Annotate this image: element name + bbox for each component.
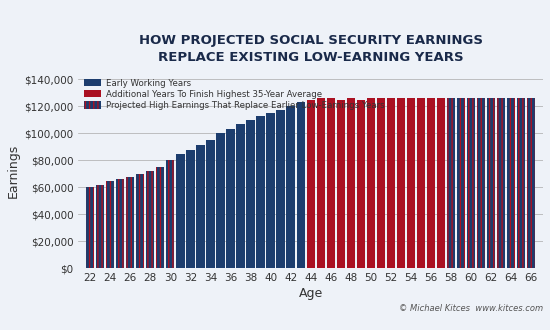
- Bar: [136, 174, 145, 268]
- Bar: [467, 98, 475, 268]
- Bar: [126, 177, 134, 268]
- Bar: [457, 98, 465, 268]
- Bar: [96, 184, 104, 268]
- Bar: [166, 160, 174, 268]
- Text: © Michael Kitces  www.kitces.com: © Michael Kitces www.kitces.com: [399, 304, 543, 313]
- Bar: [367, 98, 375, 268]
- Bar: [106, 181, 114, 268]
- Bar: [106, 181, 114, 268]
- Bar: [487, 98, 495, 268]
- Bar: [166, 160, 174, 268]
- Bar: [527, 98, 535, 268]
- Bar: [497, 98, 505, 268]
- Bar: [177, 153, 184, 268]
- Bar: [507, 98, 515, 268]
- Bar: [96, 184, 104, 268]
- Bar: [186, 149, 195, 268]
- Bar: [146, 171, 155, 268]
- Bar: [377, 98, 385, 268]
- Bar: [346, 98, 355, 268]
- Bar: [327, 98, 335, 268]
- Bar: [477, 98, 485, 268]
- Bar: [447, 98, 455, 268]
- Bar: [116, 179, 124, 268]
- Bar: [356, 100, 365, 268]
- Bar: [477, 98, 485, 268]
- Legend: Early Working Years, Additional Years To Finish Highest 35-Year Average, Project: Early Working Years, Additional Years To…: [82, 77, 386, 112]
- Bar: [406, 98, 415, 268]
- Bar: [487, 98, 495, 268]
- Bar: [156, 167, 164, 268]
- Bar: [527, 98, 535, 268]
- Title: HOW PROJECTED SOCIAL SECURITY EARNINGS
REPLACE EXISTING LOW-EARNING YEARS: HOW PROJECTED SOCIAL SECURITY EARNINGS R…: [139, 35, 483, 64]
- Bar: [227, 129, 235, 268]
- Bar: [437, 98, 445, 268]
- Bar: [196, 146, 205, 268]
- Bar: [246, 120, 255, 268]
- Y-axis label: Earnings: Earnings: [7, 143, 20, 198]
- Bar: [457, 98, 465, 268]
- Bar: [296, 102, 305, 268]
- Bar: [136, 174, 145, 268]
- Bar: [387, 98, 395, 268]
- Bar: [216, 133, 224, 268]
- Bar: [116, 179, 124, 268]
- Bar: [146, 171, 155, 268]
- Bar: [497, 98, 505, 268]
- Bar: [266, 113, 274, 268]
- Bar: [256, 116, 265, 268]
- Bar: [517, 98, 525, 268]
- Bar: [467, 98, 475, 268]
- Bar: [397, 98, 405, 268]
- Bar: [306, 100, 315, 268]
- Bar: [447, 98, 455, 268]
- Bar: [126, 177, 134, 268]
- Bar: [277, 111, 285, 268]
- Bar: [337, 100, 345, 268]
- Bar: [86, 187, 95, 268]
- Bar: [86, 187, 95, 268]
- Bar: [236, 124, 245, 268]
- X-axis label: Age: Age: [299, 287, 323, 300]
- Bar: [317, 98, 324, 268]
- Bar: [417, 98, 425, 268]
- Bar: [156, 167, 164, 268]
- Bar: [287, 106, 295, 268]
- Bar: [507, 98, 515, 268]
- Bar: [206, 140, 214, 268]
- Bar: [427, 98, 435, 268]
- Bar: [517, 98, 525, 268]
